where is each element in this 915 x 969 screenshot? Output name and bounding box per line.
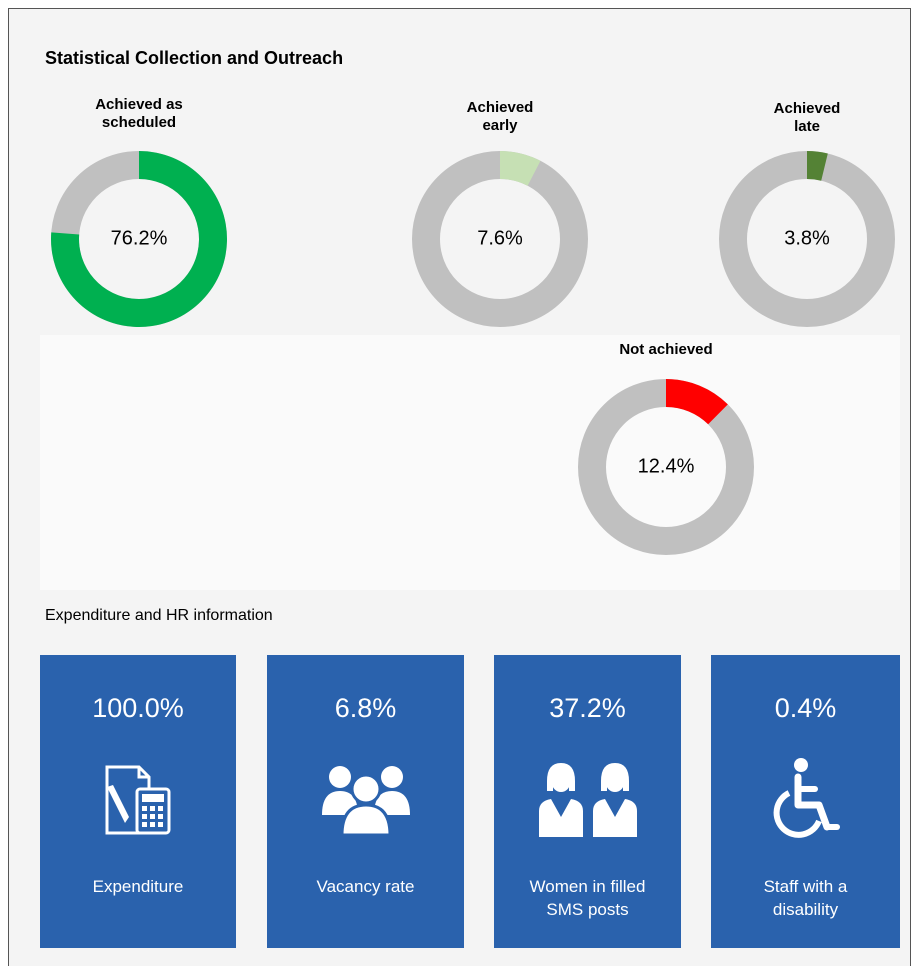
panel	[40, 335, 900, 590]
icon-women	[538, 763, 637, 837]
tile-value: 37.2%	[549, 693, 626, 723]
donut-segment	[51, 151, 228, 328]
chart-title: Achieved late	[773, 100, 841, 135]
tile-label: Expenditure	[92, 877, 184, 896]
donut-segment	[666, 379, 728, 425]
tile: 37.2% Women in filled SMS posts	[494, 655, 681, 948]
tile: 0.4% Staff with a disability	[711, 655, 900, 948]
tile-value: 0.4%	[774, 693, 837, 723]
value-label: 7.6%	[477, 227, 523, 250]
tile: 6.8% Vacancy rate	[267, 655, 464, 948]
icon-people	[321, 766, 410, 837]
tile-label: Staff with a disability	[763, 877, 848, 919]
tile-label: Vacancy rate	[316, 877, 415, 896]
tile: 100.0% Expenditure	[40, 655, 236, 948]
tile-value: 6.8%	[334, 693, 397, 723]
value-label: 12.4%	[637, 455, 695, 478]
donut-charts	[51, 151, 895, 555]
value-label: 3.8%	[784, 227, 830, 250]
page-title: Statistical Collection and Outreach	[45, 48, 344, 68]
chart-title: Achieved early	[466, 99, 534, 134]
tile-value: 100.0%	[92, 693, 184, 723]
tile-label: Women in filled SMS posts	[529, 877, 646, 919]
icon-wheelchair	[773, 758, 840, 838]
donut-segment	[807, 151, 828, 181]
chart-title: Not achieved	[619, 341, 713, 358]
value-label: 76.2%	[110, 227, 168, 250]
section-title: Expenditure and HR information	[45, 607, 273, 624]
donut-segment	[500, 151, 541, 186]
chart-title: Achieved as scheduled	[95, 96, 183, 131]
icon-expenditure	[105, 765, 171, 835]
